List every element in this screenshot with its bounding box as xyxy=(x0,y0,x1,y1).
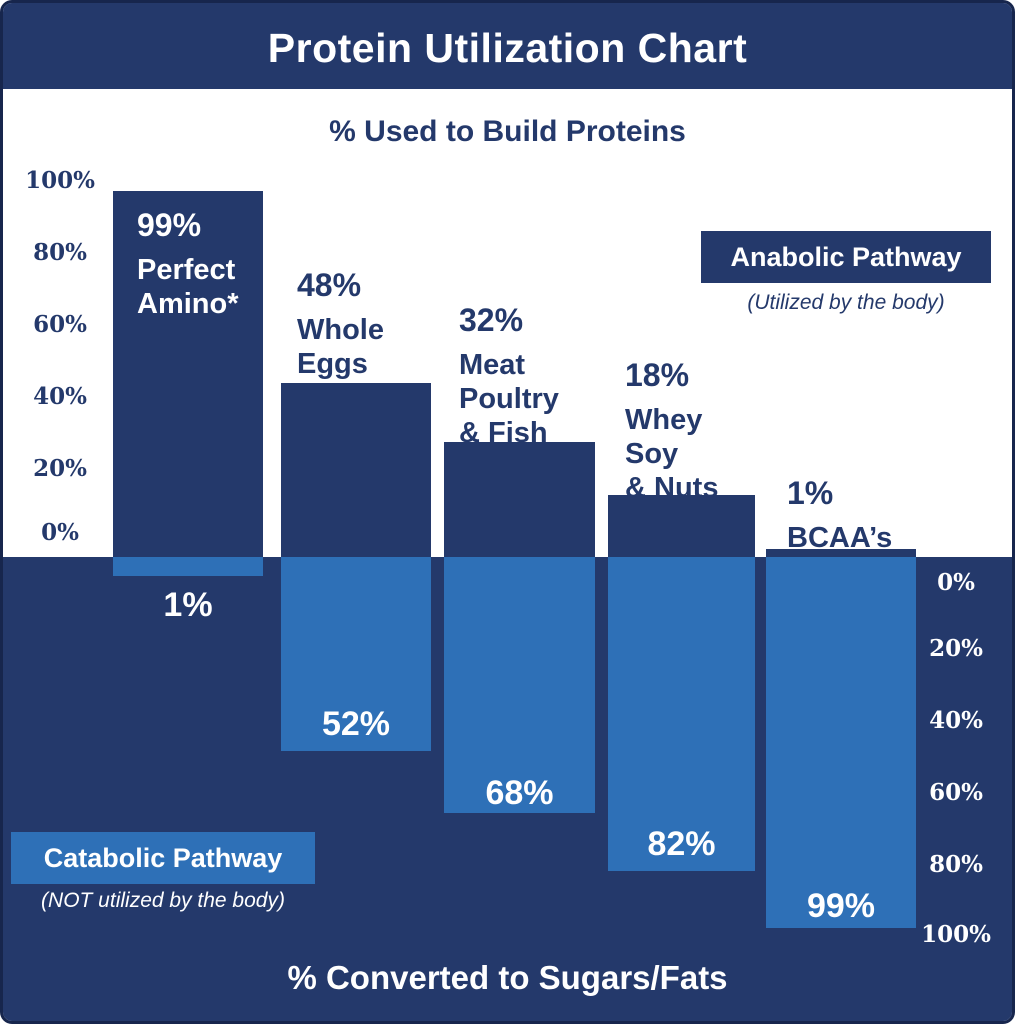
catabolic-bar-whole-eggs xyxy=(281,557,431,751)
catabolic-pct-perfect-amino: 1% xyxy=(163,586,213,624)
column-label-bcaas: 1% BCAA’s xyxy=(787,475,892,555)
anabolic-pct-label: 48% xyxy=(297,267,362,303)
anabolic-bar-whole-eggs xyxy=(281,383,431,557)
right-axis-tick-60: 60% xyxy=(929,779,983,806)
category-name-line: & Fish xyxy=(459,417,548,449)
catabolic-pct-whole-eggs: 52% xyxy=(321,705,391,743)
column-label-perfect-amino: 99% Perfect Amino* xyxy=(137,207,239,321)
left-axis-tick-0: 0% xyxy=(41,519,79,546)
anabolic-bar-whey-soy-nuts xyxy=(608,495,755,557)
anabolic-pct-label: 18% xyxy=(625,357,690,393)
anabolic-bar-bcaas xyxy=(766,549,916,557)
catabolic-pathway-caption: (NOT utilized by the body) xyxy=(41,889,285,912)
category-name-line: Soy xyxy=(625,438,679,470)
lower-heading: % Converted to Sugars/Fats xyxy=(287,959,728,996)
category-name-line: Whole xyxy=(297,314,384,346)
right-axis-tick-40: 40% xyxy=(929,707,983,734)
title-bar: Protein Utilization Chart xyxy=(3,3,1012,89)
catabolic-bar-whey-soy-nuts xyxy=(608,557,755,871)
anabolic-pct-label: 1% xyxy=(787,475,834,511)
category-name-line: Perfect xyxy=(137,254,236,286)
category-name-line: & Nuts xyxy=(625,472,719,504)
anabolic-pct-label: 32% xyxy=(459,302,524,338)
column-label-meat-poultry-fish: 32% Meat Poultry & Fish xyxy=(459,302,559,450)
right-axis-tick-80: 80% xyxy=(929,851,983,878)
catabolic-bar-meat-poultry-fish xyxy=(444,557,595,813)
left-axis-tick-80: 80% xyxy=(33,239,87,266)
column-label-whey-soy-nuts: 18% Whey Soy & Nuts xyxy=(625,357,718,505)
catabolic-pct-whey-soy-nuts: 82% xyxy=(647,825,716,863)
anabolic-pathway-legend: Anabolic Pathway xyxy=(701,231,991,283)
left-axis-tick-60: 60% xyxy=(33,311,87,338)
right-axis-tick-100: 100% xyxy=(921,921,991,948)
catabolic-bar-perfect-amino xyxy=(113,557,263,576)
column-label-whole-eggs: 48% Whole Eggs xyxy=(297,267,384,381)
left-axis-tick-40: 40% xyxy=(33,383,87,410)
anabolic-pct-label: 99% xyxy=(137,207,202,243)
category-name-line: Poultry xyxy=(459,383,559,415)
left-axis-tick-20: 20% xyxy=(33,455,87,482)
category-name-line: BCAA’s xyxy=(787,522,893,554)
anabolic-bar-meat-poultry-fish xyxy=(444,442,595,557)
category-name-line: Amino* xyxy=(137,288,239,320)
chart-title: Protein Utilization Chart xyxy=(267,25,748,71)
category-name-line: Meat xyxy=(459,349,526,381)
catabolic-pct-meat-poultry-fish: 68% xyxy=(485,774,554,812)
anabolic-bar-perfect-amino xyxy=(113,191,263,557)
right-axis-tick-20: 20% xyxy=(929,635,983,662)
category-name-line: Eggs xyxy=(297,348,368,380)
right-axis-tick-0: 0% xyxy=(937,569,975,596)
anabolic-pathway-caption: (Utilized by the body) xyxy=(747,291,945,314)
catabolic-bar-bcaas xyxy=(766,557,916,928)
catabolic-pathway-legend: Catabolic Pathway xyxy=(11,832,315,884)
left-axis-tick-100: 100% xyxy=(25,167,95,194)
upper-heading: % Used to Build Proteins xyxy=(329,115,686,148)
category-name-line: Whey xyxy=(625,404,703,436)
catabolic-pct-bcaas: 99% xyxy=(806,887,876,925)
